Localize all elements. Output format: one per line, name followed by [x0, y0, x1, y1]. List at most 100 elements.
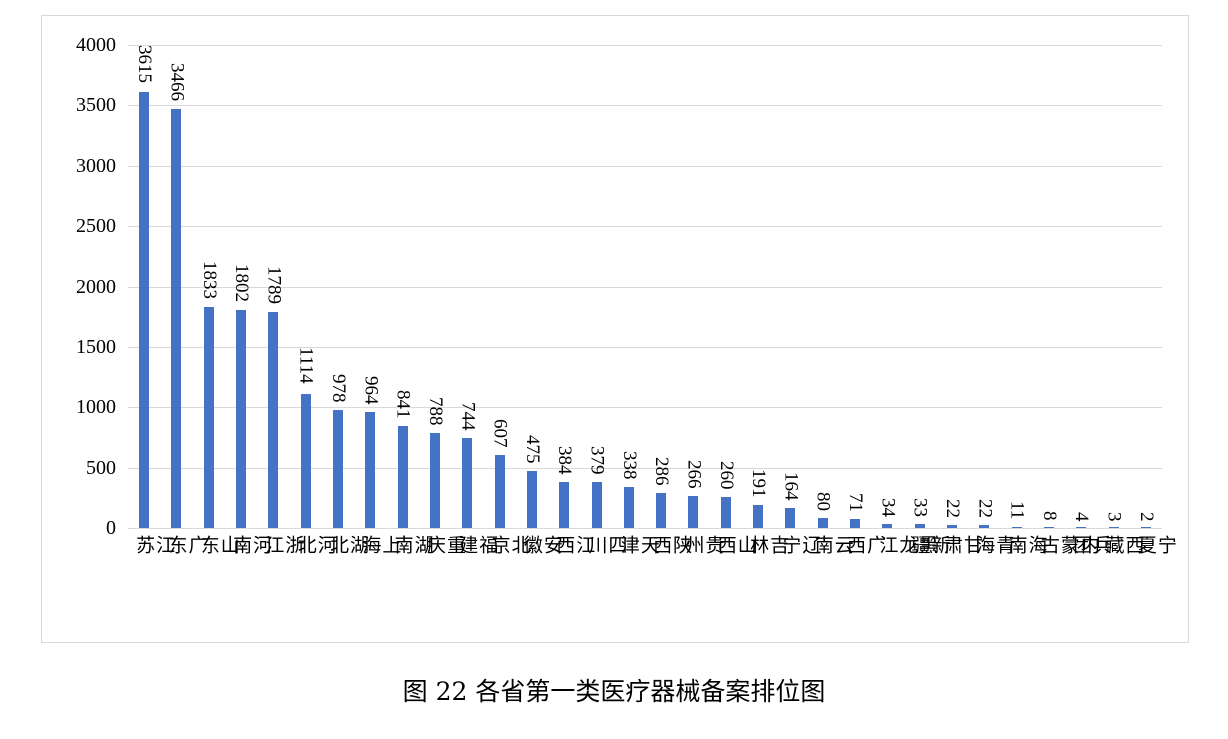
x-category-label: 北京: [488, 535, 531, 553]
x-category-label: 吉林: [747, 535, 790, 553]
x-category-label: 青海: [973, 535, 1016, 553]
x-category-label: 内蒙古: [1037, 535, 1100, 553]
gridline: [128, 45, 1162, 46]
x-category-label: 辽宁: [779, 535, 822, 553]
data-label: 744: [457, 402, 479, 431]
gridline: [128, 467, 1162, 469]
data-label: 266: [683, 459, 705, 489]
data-label: 260: [715, 460, 737, 490]
data-label: 1789: [263, 265, 285, 304]
bar: [139, 91, 150, 528]
y-tick-label: 2000: [76, 275, 116, 298]
data-label: 2: [1135, 511, 1157, 522]
bar: [914, 524, 925, 528]
x-category-label: 山东: [197, 535, 240, 553]
x-category-label: 广西: [844, 535, 887, 553]
data-label: 964: [360, 375, 382, 405]
bar: [1140, 526, 1151, 528]
gridline: [128, 286, 1162, 288]
x-category-label: 新疆: [908, 535, 951, 553]
bar: [720, 496, 731, 528]
data-label: 1833: [198, 260, 220, 299]
x-category-label: 河南: [230, 535, 273, 553]
chart-frame: [41, 15, 1189, 643]
y-tick-label: 4000: [76, 34, 116, 56]
data-label: 286: [651, 457, 673, 486]
x-category-label: 四川: [585, 535, 628, 553]
bar: [817, 518, 828, 528]
bar: [979, 525, 990, 528]
data-label: 71: [845, 493, 867, 513]
data-label: 33: [909, 498, 931, 517]
x-category-label: 西藏: [1102, 535, 1145, 553]
x-category-label: 广东: [165, 535, 208, 553]
y-tick-label: 1500: [76, 335, 116, 358]
data-label: 788: [424, 396, 446, 426]
x-category-label: 贵州: [682, 535, 725, 553]
data-label: 22: [941, 499, 963, 519]
gridline: [128, 407, 1162, 409]
data-label: 4: [1071, 511, 1093, 522]
bar: [1108, 526, 1119, 528]
data-label: 379: [586, 446, 608, 475]
bar: [882, 523, 893, 528]
data-label: 607: [489, 418, 511, 448]
bar: [785, 508, 796, 528]
data-label: 22: [974, 499, 996, 519]
bar: [850, 519, 861, 528]
bar: [268, 311, 279, 528]
bar: [1043, 526, 1054, 528]
data-label: 978: [328, 373, 350, 403]
figure-caption: 图 22 各省第一类医疗器械备案排位图: [402, 677, 826, 706]
bar: [333, 409, 344, 528]
data-label: 841: [392, 390, 414, 419]
bar: [365, 411, 376, 528]
data-label: 3466: [166, 63, 188, 102]
x-category-label: 河北: [294, 535, 337, 553]
gridline: [128, 346, 1162, 348]
data-label: 80: [812, 492, 834, 512]
y-tick-label: 500: [86, 456, 116, 479]
x-category-label: 湖南: [391, 535, 434, 553]
x-category-label: 浙江: [262, 535, 305, 553]
x-category-label: 兵团: [1070, 535, 1113, 553]
plot-area: 0 500 1000 1500 2000 2500 3000 3500 4000 3615 江苏 34…: [76, 35, 1177, 553]
bar: [1076, 526, 1087, 528]
bar: [494, 454, 505, 528]
data-label: 1114: [295, 347, 317, 385]
x-category-label: 上海: [359, 535, 402, 553]
data-label: 191: [748, 468, 770, 498]
gridline: [128, 105, 1162, 107]
data-label: 34: [877, 497, 899, 517]
bar: [300, 393, 311, 528]
x-category-label: 福建: [456, 535, 499, 553]
x-category-label: 山西: [714, 535, 757, 553]
data-label: 11: [1006, 500, 1028, 519]
x-category-label: 宁夏: [1134, 535, 1177, 553]
x-category-label: 黑龙江: [876, 535, 939, 553]
y-tick-label: 2500: [76, 215, 116, 238]
data-label: 3615: [134, 45, 156, 84]
bar: [688, 495, 699, 528]
x-category-label: 江苏: [133, 535, 176, 553]
y-tick-label: 0: [106, 517, 116, 539]
x-category-label: 云南: [811, 535, 854, 553]
y-tick-label: 1000: [76, 396, 116, 419]
bar: [656, 493, 667, 528]
y-tick-label: 3000: [76, 154, 116, 177]
y-tick-label: 3500: [76, 94, 116, 117]
bar: [526, 470, 537, 528]
data-label: 338: [618, 451, 640, 480]
bar: [946, 525, 957, 528]
x-category-label: 天津: [617, 535, 660, 553]
bar: [429, 432, 440, 528]
x-category-label: 甘肃: [940, 535, 983, 553]
gridline: [128, 528, 1162, 529]
x-category-label: 湖北: [327, 535, 370, 553]
data-label: 164: [780, 472, 802, 501]
bar: [462, 438, 473, 528]
bar: [753, 504, 764, 528]
gridline: [128, 226, 1162, 228]
data-label: 3: [1103, 511, 1125, 522]
bar: [236, 310, 247, 528]
